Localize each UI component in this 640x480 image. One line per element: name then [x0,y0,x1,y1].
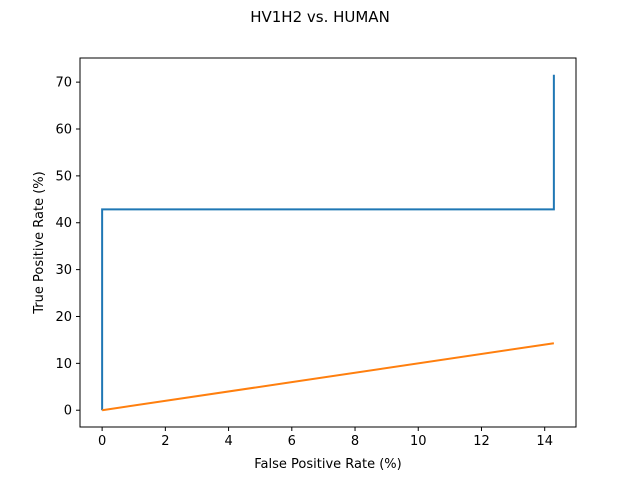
x-tick-label: 8 [351,434,359,449]
y-tick-label: 50 [55,169,72,184]
y-tick-label: 10 [55,357,72,372]
series-line-2 [101,342,555,412]
x-tick-label: 2 [161,434,169,449]
x-tick-label: 10 [410,434,427,449]
y-tick-label: 60 [55,123,72,138]
y-tick-label: 20 [55,310,72,325]
y-tick-label: 70 [55,76,72,91]
y-axis-label: True Positive Rate (%) [32,171,47,314]
x-axis-label: False Positive Rate (%) [254,457,401,472]
plot-frame [79,57,577,428]
chart-title: HV1H2 vs. HUMAN [250,8,390,26]
y-tick-label: 40 [55,216,72,231]
series-line-1 [101,74,555,411]
x-tick-label: 4 [224,434,232,449]
y-axis: 0 10 20 30 40 50 60 70 [55,76,80,419]
x-tick-label: 14 [536,434,553,449]
series-layer [101,74,555,412]
y-tick-label: 0 [64,404,72,419]
x-tick-label: 12 [473,434,490,449]
y-tick-label: 30 [55,263,72,278]
x-axis: 0 2 4 6 8 10 12 14 [98,427,553,449]
x-tick-label: 6 [288,434,296,449]
x-tick-label: 0 [98,434,106,449]
